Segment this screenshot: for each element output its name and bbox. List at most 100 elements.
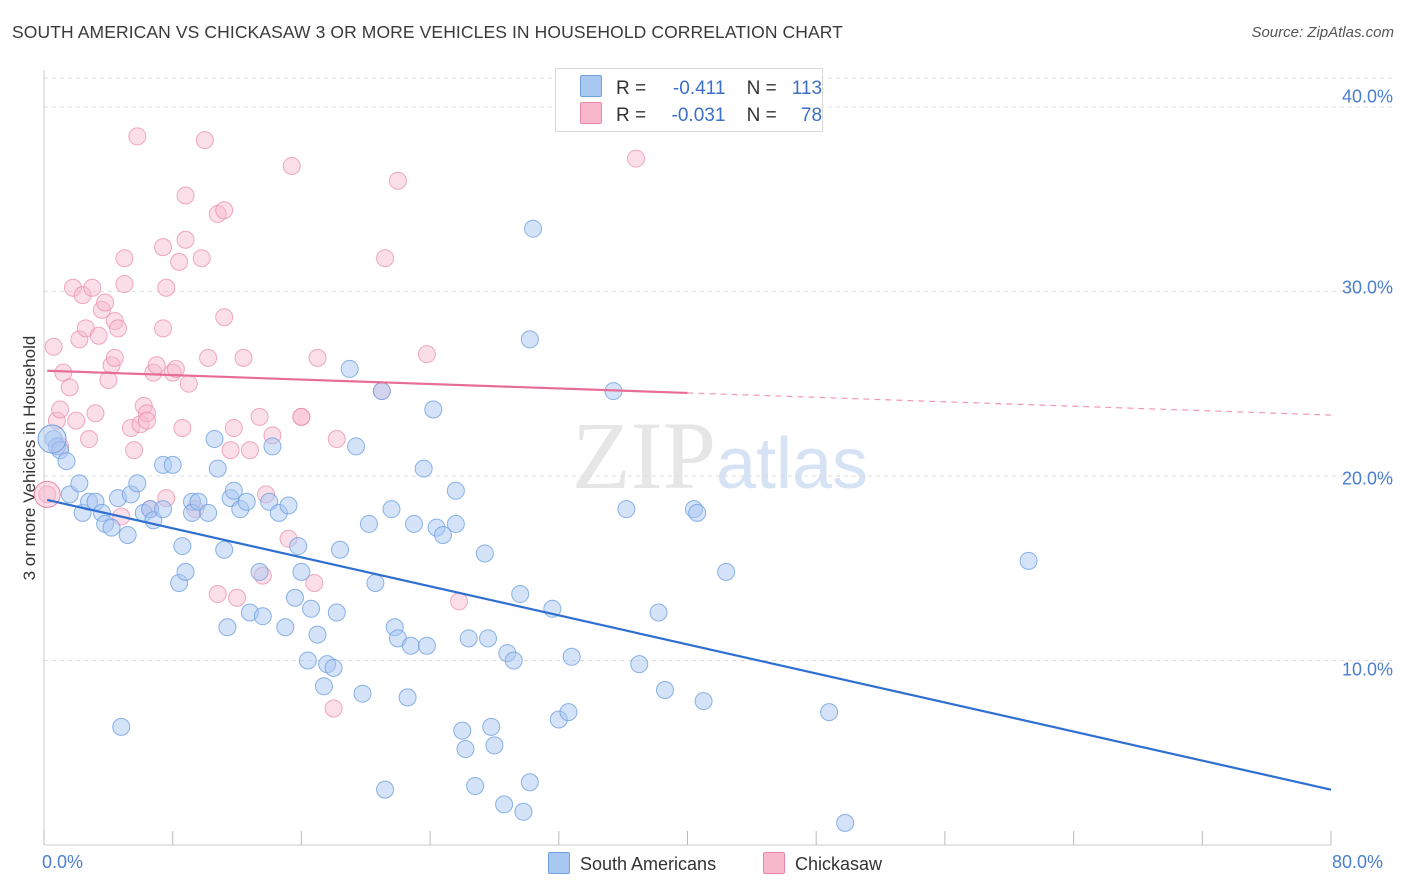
south-americans-point	[688, 503, 707, 522]
south-americans-point	[215, 540, 234, 559]
south-americans-point	[417, 636, 436, 655]
chickasaw-point	[86, 404, 105, 423]
south-americans-point	[520, 330, 539, 349]
legend-n-value: 113	[791, 78, 823, 99]
chickasaw-point	[73, 286, 92, 305]
south-americans-point	[163, 455, 182, 474]
south-americans-point	[617, 500, 636, 519]
south-americans-point	[302, 599, 321, 618]
legend-n-label: N =	[746, 78, 777, 99]
chickasaw-point	[192, 249, 211, 268]
bottom-legend-label: South Americans	[580, 854, 717, 874]
bottom-legend-swatch-blue	[548, 852, 570, 874]
chickasaw-point	[147, 356, 166, 375]
south-americans-point	[495, 795, 514, 814]
south-americans-point	[694, 692, 713, 711]
south-americans-points	[37, 219, 1038, 832]
chickasaw-point	[250, 407, 269, 426]
chickasaw-point	[292, 407, 311, 426]
chickasaw-point	[80, 430, 99, 449]
chickasaw-point	[115, 275, 134, 294]
south-americans-point	[398, 688, 417, 707]
south-americans-point	[314, 677, 333, 696]
south-americans-point	[424, 400, 443, 419]
south-americans-point	[279, 496, 298, 515]
chickasaw-point	[60, 378, 79, 397]
south-americans-point	[485, 736, 504, 755]
chickasaw-point	[44, 337, 63, 356]
watermark-atlas: atlas	[716, 424, 868, 504]
south-americans-point	[340, 359, 359, 378]
south-americans-trend-line	[46, 498, 1332, 791]
south-americans-point	[372, 382, 391, 401]
bottom-legend-swatch-pink	[763, 852, 785, 874]
south-americans-point	[263, 437, 282, 456]
chickasaw-point	[166, 359, 185, 378]
south-americans-point	[820, 703, 839, 722]
south-americans-point	[324, 658, 343, 677]
south-americans-point	[118, 526, 137, 544]
south-americans-point	[298, 651, 317, 670]
chickasaw-point	[176, 186, 195, 205]
south-americans-point	[250, 562, 269, 581]
south-americans-point	[405, 514, 424, 533]
south-americans-point	[128, 474, 147, 493]
chickasaw-point	[137, 404, 156, 423]
south-americans-point	[475, 544, 494, 563]
chickasaw-point	[305, 573, 324, 592]
bottom-legend-south-americans: South Americans	[548, 852, 716, 875]
south-americans-point	[327, 603, 346, 622]
chickasaw-point	[109, 319, 128, 338]
chickasaw-point	[128, 127, 147, 146]
chickasaw-point	[170, 252, 189, 271]
chickasaw-point	[105, 348, 124, 367]
chickasaw-point	[240, 441, 259, 460]
south-americans-point	[176, 562, 195, 581]
chickasaw-trend-line	[47, 369, 688, 395]
chickasaw-point	[179, 374, 198, 393]
legend-r-label: R =	[616, 78, 647, 99]
y-tick-label-20: 20.0%	[1341, 468, 1393, 489]
chickasaw-point	[215, 201, 234, 220]
south-americans-point-large	[37, 424, 67, 454]
south-americans-point	[482, 717, 501, 736]
trend-lines	[46, 369, 1332, 791]
chickasaw-point	[157, 278, 176, 297]
south-americans-point	[514, 802, 533, 821]
chickasaw-point	[96, 293, 115, 312]
south-americans-point	[359, 514, 378, 533]
south-americans-point	[353, 684, 372, 703]
source-label: Source: ZipAtlas.com	[1251, 24, 1394, 41]
chickasaw-point	[224, 418, 243, 437]
chickasaw-point	[417, 345, 436, 364]
south-americans-point	[376, 780, 395, 799]
chickasaw-point	[195, 131, 214, 150]
y-tick-label-30: 30.0%	[1341, 277, 1393, 298]
south-americans-point	[717, 562, 736, 581]
y-tick-label-40: 40.0%	[1341, 86, 1393, 107]
south-americans-point	[836, 813, 855, 832]
chickasaw-point	[154, 319, 173, 338]
chickasaw-point	[51, 400, 70, 419]
chickasaw-point	[199, 348, 218, 367]
south-americans-point	[655, 681, 674, 699]
south-americans-point	[466, 776, 485, 795]
south-americans-point	[70, 474, 89, 493]
south-americans-point	[289, 537, 308, 556]
chickasaw-point	[282, 156, 301, 175]
legend-r-label: R =	[616, 105, 647, 126]
chickasaw-point	[173, 418, 192, 437]
south-americans-point	[524, 219, 543, 238]
south-americans-point	[366, 573, 385, 592]
chickasaw-point	[388, 171, 407, 190]
chickasaw-point	[115, 249, 134, 268]
south-americans-point	[446, 514, 465, 533]
chickasaw-point	[308, 348, 327, 367]
south-americans-point	[459, 629, 478, 648]
x-tick-label-max: 80.0%	[1332, 852, 1384, 872]
south-americans-point	[276, 618, 295, 637]
legend-row-chickasaw: R = -0.031 N = 78	[580, 102, 822, 126]
chickasaw-point	[327, 430, 346, 449]
south-americans-point	[205, 430, 224, 449]
